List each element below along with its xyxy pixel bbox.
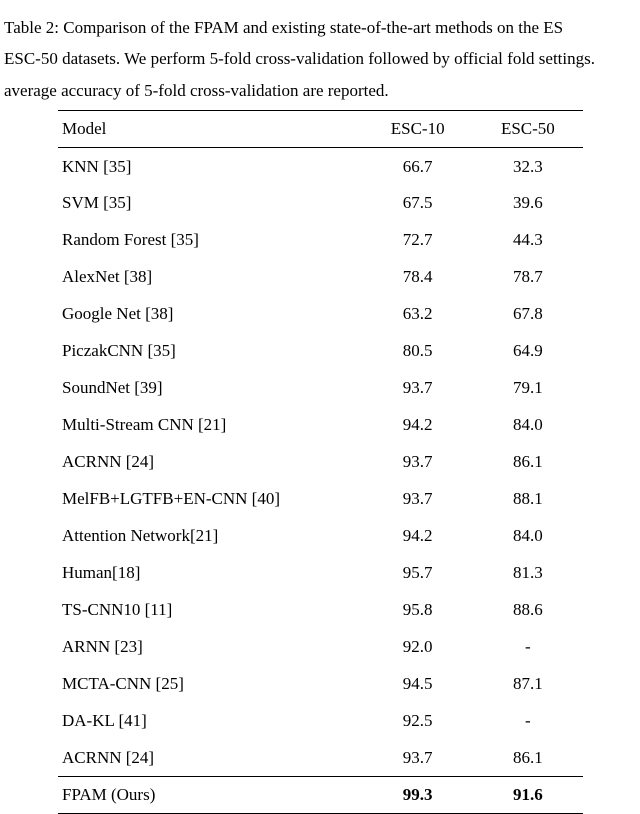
caption-line-2: ESC-50 datasets. We perform 5-fold cross… bbox=[4, 49, 595, 68]
cell-esc50: 84.0 bbox=[473, 518, 583, 555]
cell-esc10: 67.5 bbox=[363, 185, 473, 222]
cell-esc10: 72.7 bbox=[363, 222, 473, 259]
caption-line-3: average accuracy of 5-fold cross-validat… bbox=[4, 81, 389, 100]
cell-esc50: 87.1 bbox=[473, 666, 583, 703]
cell-esc10: 95.8 bbox=[363, 592, 473, 629]
table-row: SoundNet [39]93.779.1 bbox=[58, 370, 583, 407]
table-row: MelFB+LGTFB+EN-CNN [40]93.788.1 bbox=[58, 481, 583, 518]
cell-model: AlexNet [38] bbox=[58, 259, 363, 296]
cell-esc50: 88.6 bbox=[473, 592, 583, 629]
cell-esc10: 94.5 bbox=[363, 666, 473, 703]
table-row: DA-KL [41]92.5- bbox=[58, 703, 583, 740]
comparison-table: Model ESC-10 ESC-50 KNN [35]66.732.3SVM … bbox=[58, 110, 583, 814]
cell-esc10: 99.3 bbox=[363, 777, 473, 814]
table-row: PiczakCNN [35]80.564.9 bbox=[58, 333, 583, 370]
cell-esc10: 92.0 bbox=[363, 629, 473, 666]
cell-esc50: 79.1 bbox=[473, 370, 583, 407]
cell-esc50: 81.3 bbox=[473, 555, 583, 592]
cell-esc50: 84.0 bbox=[473, 407, 583, 444]
cell-esc10: 80.5 bbox=[363, 333, 473, 370]
cell-esc10: 92.5 bbox=[363, 703, 473, 740]
cell-esc50: 67.8 bbox=[473, 296, 583, 333]
table-row: ACRNN [24]93.786.1 bbox=[58, 740, 583, 777]
caption-line-1: Table 2: Comparison of the FPAM and exis… bbox=[4, 18, 563, 37]
cell-esc50: 44.3 bbox=[473, 222, 583, 259]
table-row: Attention Network[21]94.284.0 bbox=[58, 518, 583, 555]
cell-model: MCTA-CNN [25] bbox=[58, 666, 363, 703]
cell-esc10: 95.7 bbox=[363, 555, 473, 592]
cell-model: Human[18] bbox=[58, 555, 363, 592]
cell-esc50: 78.7 bbox=[473, 259, 583, 296]
cell-esc50: 86.1 bbox=[473, 444, 583, 481]
cell-esc50: - bbox=[473, 629, 583, 666]
table-row-highlight: FPAM (Ours)99.391.6 bbox=[58, 777, 583, 814]
table-row: MCTA-CNN [25]94.587.1 bbox=[58, 666, 583, 703]
cell-esc10: 78.4 bbox=[363, 259, 473, 296]
table-row: SVM [35]67.539.6 bbox=[58, 185, 583, 222]
cell-model: KNN [35] bbox=[58, 148, 363, 185]
col-header-esc50: ESC-50 bbox=[473, 111, 583, 148]
table-row: Human[18]95.781.3 bbox=[58, 555, 583, 592]
col-header-model: Model bbox=[58, 111, 363, 148]
cell-model: TS-CNN10 [11] bbox=[58, 592, 363, 629]
table-row: ARNN [23]92.0- bbox=[58, 629, 583, 666]
cell-model: Multi-Stream CNN [21] bbox=[58, 407, 363, 444]
cell-esc10: 94.2 bbox=[363, 518, 473, 555]
cell-esc50: - bbox=[473, 703, 583, 740]
cell-model: Attention Network[21] bbox=[58, 518, 363, 555]
table-row: AlexNet [38]78.478.7 bbox=[58, 259, 583, 296]
table-row: Google Net [38]63.267.8 bbox=[58, 296, 583, 333]
cell-esc10: 93.7 bbox=[363, 370, 473, 407]
col-header-esc10: ESC-10 bbox=[363, 111, 473, 148]
cell-model: FPAM (Ours) bbox=[58, 777, 363, 814]
cell-model: Random Forest [35] bbox=[58, 222, 363, 259]
cell-esc50: 88.1 bbox=[473, 481, 583, 518]
cell-esc50: 64.9 bbox=[473, 333, 583, 370]
table-caption: Table 2: Comparison of the FPAM and exis… bbox=[4, 12, 640, 106]
cell-esc50: 39.6 bbox=[473, 185, 583, 222]
table-header-row: Model ESC-10 ESC-50 bbox=[58, 111, 583, 148]
cell-esc10: 93.7 bbox=[363, 481, 473, 518]
cell-esc10: 63.2 bbox=[363, 296, 473, 333]
cell-model: DA-KL [41] bbox=[58, 703, 363, 740]
cell-model: MelFB+LGTFB+EN-CNN [40] bbox=[58, 481, 363, 518]
cell-model: PiczakCNN [35] bbox=[58, 333, 363, 370]
table-row: ACRNN [24]93.786.1 bbox=[58, 444, 583, 481]
cell-esc10: 94.2 bbox=[363, 407, 473, 444]
cell-model: ARNN [23] bbox=[58, 629, 363, 666]
cell-model: Google Net [38] bbox=[58, 296, 363, 333]
table-row: KNN [35]66.732.3 bbox=[58, 148, 583, 185]
cell-esc50: 32.3 bbox=[473, 148, 583, 185]
cell-esc50: 86.1 bbox=[473, 740, 583, 777]
cell-model: SoundNet [39] bbox=[58, 370, 363, 407]
table-row: Multi-Stream CNN [21]94.284.0 bbox=[58, 407, 583, 444]
cell-model: SVM [35] bbox=[58, 185, 363, 222]
table-row: Random Forest [35]72.744.3 bbox=[58, 222, 583, 259]
table-row: TS-CNN10 [11]95.888.6 bbox=[58, 592, 583, 629]
cell-esc10: 66.7 bbox=[363, 148, 473, 185]
cell-esc50: 91.6 bbox=[473, 777, 583, 814]
cell-model: ACRNN [24] bbox=[58, 444, 363, 481]
cell-esc10: 93.7 bbox=[363, 444, 473, 481]
cell-esc10: 93.7 bbox=[363, 740, 473, 777]
cell-model: ACRNN [24] bbox=[58, 740, 363, 777]
